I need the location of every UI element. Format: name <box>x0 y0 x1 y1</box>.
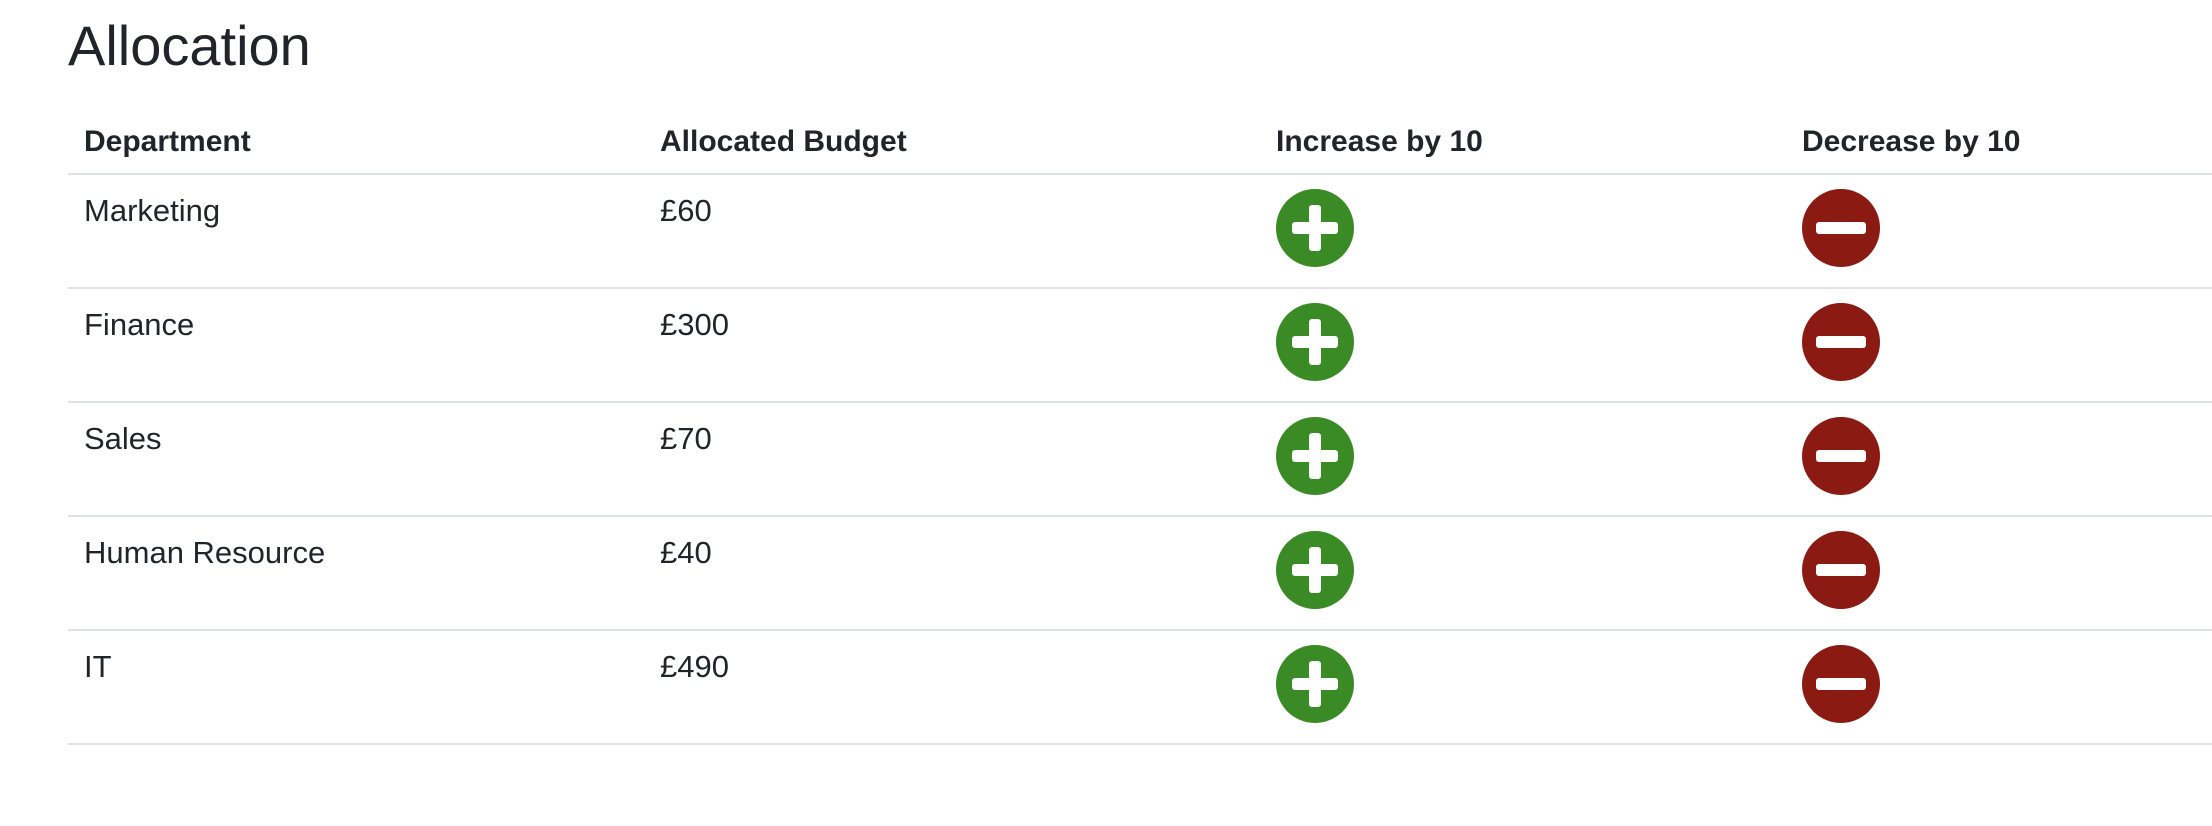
decrease-cell <box>1786 402 2212 517</box>
table-row: Finance £300 <box>68 288 2212 403</box>
decrease-button[interactable] <box>1802 303 1880 381</box>
increase-cell <box>1260 630 1786 745</box>
increase-cell <box>1260 402 1786 517</box>
decrease-button[interactable] <box>1802 531 1880 609</box>
department-cell: Sales <box>68 402 644 517</box>
table-body: Marketing £60 Finance £300 <box>68 174 2212 745</box>
decrease-button[interactable] <box>1802 189 1880 267</box>
budget-cell: £490 <box>644 630 1260 745</box>
decrease-cell <box>1786 516 2212 631</box>
increase-cell <box>1260 516 1786 631</box>
increase-cell <box>1260 174 1786 289</box>
increase-cell <box>1260 288 1786 403</box>
header-row: Department Allocated Budget Increase by … <box>68 106 2212 175</box>
allocation-title: Allocation <box>68 14 311 77</box>
increase-button[interactable] <box>1276 645 1354 723</box>
column-header-department: Department <box>68 106 644 175</box>
column-header-decrease: Decrease by 10 <box>1786 106 2212 175</box>
department-cell: Finance <box>68 288 644 403</box>
table-header: Department Allocated Budget Increase by … <box>68 106 2212 175</box>
column-header-increase: Increase by 10 <box>1260 106 1786 175</box>
allocation-table: Department Allocated Budget Increase by … <box>68 106 2212 745</box>
decrease-button[interactable] <box>1802 645 1880 723</box>
increase-button[interactable] <box>1276 189 1354 267</box>
budget-cell: £70 <box>644 402 1260 517</box>
department-cell: Human Resource <box>68 516 644 631</box>
column-header-budget: Allocated Budget <box>644 106 1260 175</box>
table-row: Sales £70 <box>68 402 2212 517</box>
table-row: Marketing £60 <box>68 174 2212 289</box>
department-cell: Marketing <box>68 174 644 289</box>
budget-cell: £300 <box>644 288 1260 403</box>
increase-button[interactable] <box>1276 417 1354 495</box>
increase-button[interactable] <box>1276 531 1354 609</box>
table-row: IT £490 <box>68 630 2212 745</box>
budget-cell: £60 <box>644 174 1260 289</box>
decrease-cell <box>1786 288 2212 403</box>
budget-cell: £40 <box>644 516 1260 631</box>
table-row: Human Resource £40 <box>68 516 2212 631</box>
increase-button[interactable] <box>1276 303 1354 381</box>
decrease-button[interactable] <box>1802 417 1880 495</box>
decrease-cell <box>1786 174 2212 289</box>
decrease-cell <box>1786 630 2212 745</box>
department-cell: IT <box>68 630 644 745</box>
